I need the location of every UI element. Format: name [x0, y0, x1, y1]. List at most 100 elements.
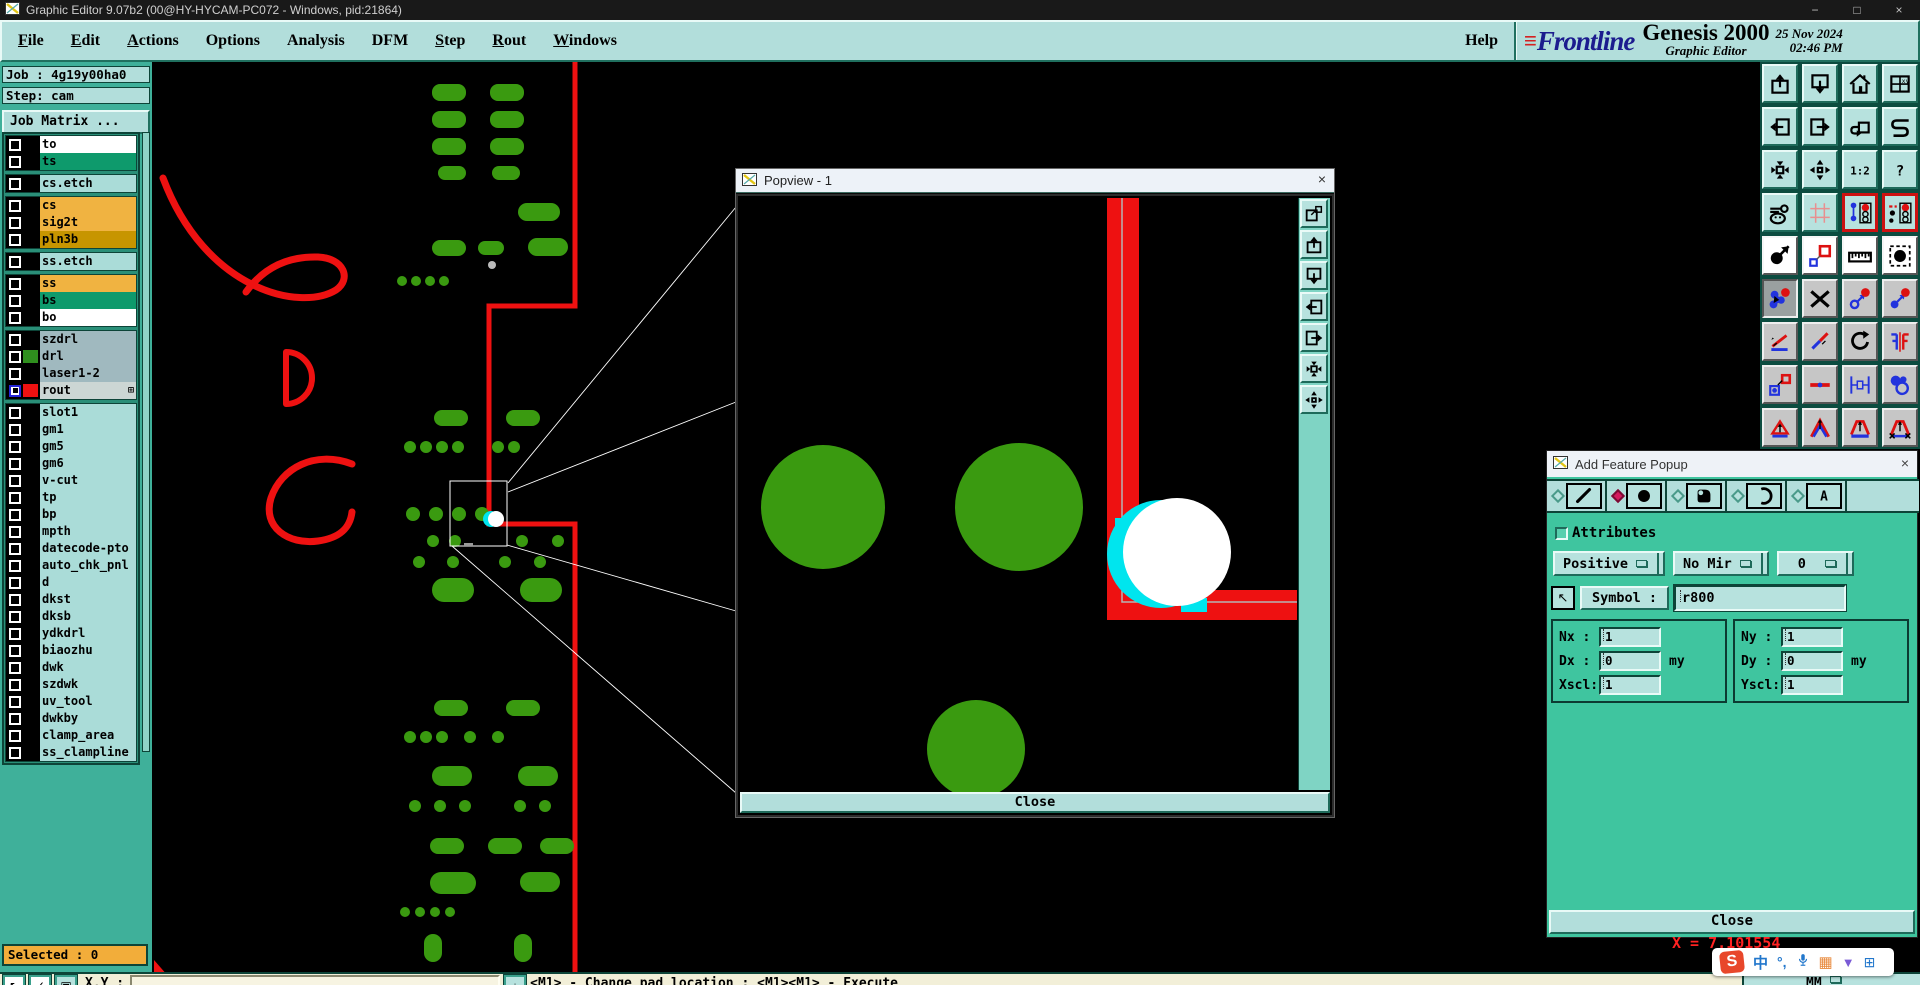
copy-feature-button[interactable]	[1800, 234, 1840, 277]
layer-name[interactable]: to	[40, 136, 136, 153]
layer-checkbox[interactable]	[9, 423, 21, 436]
layer-checkbox[interactable]	[9, 440, 21, 453]
layer-checkbox[interactable]	[9, 138, 21, 151]
layer-name[interactable]: mpth	[40, 523, 136, 540]
layer-row-drl[interactable]: drl	[6, 348, 136, 365]
layer-checkbox[interactable]	[9, 350, 21, 363]
tri-1-button[interactable]	[1760, 406, 1800, 449]
layer-name[interactable]: tp	[40, 489, 136, 506]
layer-checkbox[interactable]	[9, 627, 21, 640]
layer-row-dksb[interactable]: dksb	[6, 608, 136, 625]
copy-pad-layer-button[interactable]	[1760, 363, 1800, 406]
popview-zoom-in-button[interactable]	[1299, 353, 1329, 384]
layer-name[interactable]: cs.etch	[40, 175, 136, 192]
layer-checkbox[interactable]	[9, 457, 21, 470]
layer-name[interactable]: dksb	[40, 608, 136, 625]
layer-row-cs[interactable]: cs	[6, 197, 136, 214]
layer-name[interactable]: bp	[40, 506, 136, 523]
measure-button[interactable]	[1840, 234, 1880, 277]
yscl-input[interactable]: 1	[1781, 675, 1843, 695]
layer-checkbox[interactable]	[9, 294, 21, 307]
layer-checkbox[interactable]	[9, 233, 21, 246]
punctuation-icon[interactable]: °,	[1777, 954, 1787, 970]
layer-checkbox[interactable]	[9, 474, 21, 487]
layer-checkbox[interactable]	[9, 661, 21, 674]
layer-name[interactable]: ss	[40, 275, 136, 292]
menu-item-file[interactable]: File	[18, 32, 44, 49]
layer-name[interactable]: gm6	[40, 455, 136, 472]
layer-row-gm6[interactable]: gm6	[6, 455, 136, 472]
layer-row-ts[interactable]: ts	[6, 153, 136, 170]
layer-row-gm1[interactable]: gm1	[6, 421, 136, 438]
layer-checkbox[interactable]	[9, 508, 21, 521]
layer-checkbox[interactable]	[9, 576, 21, 589]
layer-checkbox[interactable]	[9, 155, 21, 168]
surface-tool-toggle-icon[interactable]	[1670, 488, 1686, 504]
pan-down-button[interactable]	[1800, 62, 1840, 105]
popview-pan-right-button[interactable]	[1299, 322, 1329, 353]
menu-item-dfm[interactable]: DFM	[371, 32, 409, 49]
layer-checkbox[interactable]	[9, 367, 21, 380]
zoom-out-button[interactable]	[1800, 148, 1840, 191]
history-down-button[interactable]: ↓	[503, 974, 528, 985]
layer-row-mpth[interactable]: mpth	[6, 523, 136, 540]
popview-popview-new-button[interactable]	[1299, 198, 1329, 229]
layer-checkbox[interactable]	[9, 542, 21, 555]
xscl-input[interactable]: 1	[1599, 675, 1661, 695]
layer-row-ss.etch[interactable]: ss.etch	[6, 253, 136, 270]
s-route-button[interactable]	[1880, 105, 1920, 148]
select-pad-button[interactable]	[1880, 234, 1920, 277]
nx-input[interactable]: 1	[1599, 627, 1661, 647]
layer-name[interactable]: dwk	[40, 659, 136, 676]
layer-checkbox[interactable]	[9, 525, 21, 538]
add-feature-title-bar[interactable]: Add Feature Popup ×	[1547, 451, 1917, 477]
layer-checkbox[interactable]	[9, 311, 21, 324]
tri-3-button[interactable]	[1840, 406, 1880, 449]
slope-line-button[interactable]	[1800, 320, 1840, 363]
layer-checkbox[interactable]	[9, 644, 21, 657]
transfer-open-button[interactable]	[1840, 277, 1880, 320]
layer-row-rout[interactable]: rout ⊞	[6, 382, 136, 399]
layer-row-ss_clampline[interactable]: ss_clampline	[6, 744, 136, 761]
layer-row-laser1-2[interactable]: laser1-2	[6, 365, 136, 382]
add-feature-close-icon[interactable]: ×	[1900, 455, 1909, 471]
layer-checkbox[interactable]	[9, 746, 21, 759]
menu-item-options[interactable]: Options	[205, 32, 260, 49]
move-feature-button[interactable]	[1760, 234, 1800, 277]
layer-name[interactable]: ss.etch	[40, 253, 136, 270]
layer-name[interactable]: szdwk	[40, 676, 136, 693]
layer-name[interactable]: drl	[40, 348, 136, 365]
layer-checkbox[interactable]	[9, 277, 21, 290]
layer-row-v-cut[interactable]: v-cut	[6, 472, 136, 489]
pan-up-button[interactable]	[1760, 62, 1800, 105]
layer-checkbox[interactable]	[9, 712, 21, 725]
layer-row-dwk[interactable]: dwk	[6, 659, 136, 676]
pad-tool-toggle-icon[interactable]	[1610, 488, 1626, 504]
layer-checkbox[interactable]	[9, 177, 21, 190]
layer-grid-icon[interactable]: ⊞	[127, 385, 134, 396]
angle-line-button[interactable]	[1760, 320, 1800, 363]
layer-checkbox[interactable]	[9, 593, 21, 606]
highlight-1-button[interactable]	[1840, 191, 1880, 234]
stretch-line-button[interactable]	[1800, 363, 1840, 406]
layer-checkbox[interactable]	[9, 406, 21, 419]
surface-tool-button[interactable]	[1686, 483, 1722, 509]
layer-name[interactable]: ss_clampline	[40, 744, 136, 761]
layer-name[interactable]: ydkdrl	[40, 625, 136, 642]
arc-tool-toggle-icon[interactable]	[1730, 488, 1746, 504]
layer-row-bp[interactable]: bp	[6, 506, 136, 523]
layer-color-swatch[interactable]	[23, 384, 38, 397]
layer-color-swatch[interactable]	[23, 350, 38, 363]
add-feature-close-button[interactable]: Close	[1549, 910, 1915, 934]
layer-row-to[interactable]: to	[6, 136, 136, 153]
layer-checkbox[interactable]	[9, 384, 21, 397]
layer-row-bo[interactable]: bo	[6, 309, 136, 326]
netlist-button[interactable]	[1760, 277, 1800, 320]
layer-row-sig2t[interactable]: sig2t	[6, 214, 136, 231]
layer-row-dkst[interactable]: dkst	[6, 591, 136, 608]
undo-view-button[interactable]	[1840, 105, 1880, 148]
layer-name[interactable]: rout ⊞	[40, 382, 136, 399]
layer-name[interactable]: dkst	[40, 591, 136, 608]
menu-item-analysis[interactable]: Analysis	[286, 32, 345, 49]
grid-menu-icon[interactable]: ⊞	[1863, 953, 1876, 970]
